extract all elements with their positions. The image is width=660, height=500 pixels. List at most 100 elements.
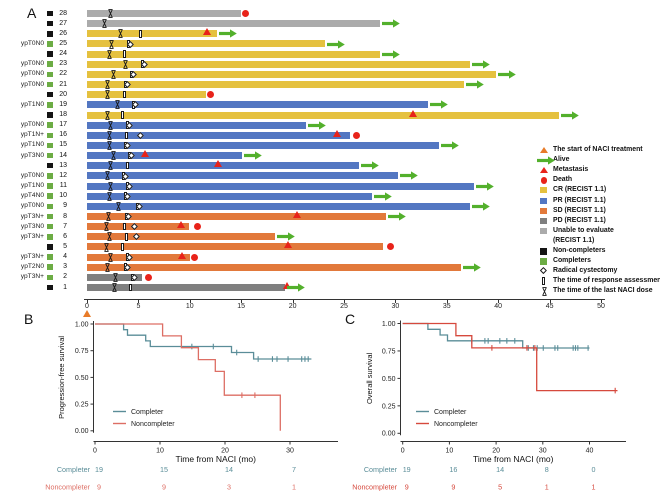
metastasis-icon (293, 211, 302, 218)
os-km-plot: 1.00 0.75 0.50 0.25 0.00 0 10 20 30 40 Time from N… (336, 312, 660, 500)
patient-number: 17 (59, 121, 67, 129)
death-icon (386, 243, 394, 251)
patient-stage-label: ypT0N0 (20, 202, 44, 210)
risk-count: 14 (225, 465, 233, 474)
last-dose-icon (106, 212, 111, 221)
metastasis-icon (202, 28, 211, 36)
axis-tick-label: 45 (545, 302, 554, 310)
patient-stage-label: ypT4N0 (20, 192, 44, 200)
y-tick-label: 0.50 (75, 375, 89, 382)
pfs-km-plot: 1.00 0.75 0.50 0.25 0.00 0 10 20 30 Time from NAC… (20, 312, 350, 500)
legend-label: CR (RECIST 1.1) (553, 186, 607, 194)
legend-label: PD (RECIST 1.1) (553, 216, 606, 224)
metastasis-icon (283, 282, 291, 290)
treatment-bar (87, 233, 276, 241)
response-assessment-icon (139, 30, 142, 38)
patient-stage-label: ypT3N0 (20, 222, 44, 230)
y-axis-title: Progression-free survival (57, 336, 66, 419)
patient-number: 25 (59, 39, 67, 47)
death-icon (206, 91, 214, 99)
alive-arrow-icon (472, 202, 491, 211)
last-dose-icon (105, 262, 110, 272)
treatment-bar (87, 111, 559, 119)
pfs-km-svg: 1.00 0.75 0.50 0.25 0.00 0 10 20 30 Time from NAC… (45, 321, 338, 492)
axis-tick-label: 35 (442, 302, 451, 310)
last-dose-icon (108, 120, 113, 130)
patient-stage-label: ypT1N0 (20, 182, 44, 190)
cr-square-icon (540, 187, 547, 194)
patient-stage-label: ypT3N+ (20, 232, 44, 240)
axis-tick (344, 300, 345, 303)
legend-label: Completer (434, 409, 467, 416)
patient-stage-label: ypT3N+ (20, 273, 44, 281)
treatment-bar (87, 253, 190, 261)
axis-tick (446, 300, 448, 303)
patient-number: 8 (63, 212, 67, 220)
metastasis-icon (141, 150, 150, 158)
last-dose-icon (105, 110, 110, 120)
patient-number: 3 (63, 263, 67, 271)
completer-square-icon (47, 132, 53, 138)
noncompleter-square-icon (47, 91, 53, 98)
treatment-bar (87, 213, 387, 220)
patient-stage-label: ypT3N0 (20, 151, 44, 159)
risk-count: 9 (405, 483, 409, 492)
patient-number: 16 (59, 131, 67, 139)
axis-tick (292, 300, 294, 303)
patient-number: 1 (63, 283, 67, 291)
death-icon (241, 10, 249, 17)
last-dose-icon (107, 141, 112, 150)
alive-arrow-icon (326, 39, 345, 49)
completer-square-icon (47, 61, 53, 67)
death-icon (191, 253, 199, 261)
treatment-bar (87, 243, 384, 251)
axis-tick-label: 0 (85, 302, 89, 310)
risk-count: 19 (95, 465, 103, 474)
axis-tick-label: 50 (597, 302, 605, 310)
last-dose-icon (112, 283, 118, 292)
naci-start-icon (540, 146, 548, 153)
patient-number: 15 (59, 141, 67, 149)
treatment-bar (87, 192, 372, 200)
patient-number: 26 (59, 29, 67, 37)
metastasis-icon (540, 166, 548, 173)
axis-tick-label: 30 (391, 302, 400, 310)
last-dose-icon (115, 100, 121, 110)
completer-square-icon (47, 203, 53, 210)
patient-number: 18 (59, 111, 67, 118)
patient-number: 22 (59, 70, 67, 78)
noncompleter-square-icon (47, 112, 53, 118)
patient-number: 9 (63, 202, 67, 210)
risk-count: 9 (162, 483, 166, 492)
axis-tick (138, 300, 140, 303)
metastasis-icon (409, 109, 418, 117)
axis-tick (189, 300, 191, 303)
completer-square-icon (47, 213, 53, 220)
completer-square-icon (47, 102, 53, 108)
metastasis-icon (284, 241, 292, 249)
patient-stage-label: ypT1N0 (20, 100, 44, 108)
pr-square-icon (540, 197, 547, 204)
alive-arrow-icon (430, 100, 449, 109)
last-dose-icon (107, 191, 112, 201)
risk-row-label: Noncompleter (352, 483, 397, 492)
treatment-bar (87, 101, 429, 109)
alive-arrow-icon (388, 212, 406, 221)
treatment-bar (87, 223, 189, 231)
noncompleter-square-icon (47, 244, 53, 250)
response-assessment-icon (122, 222, 126, 231)
response-assessment-icon (124, 131, 128, 139)
unable-square-icon (540, 227, 547, 234)
x-axis-title: Time from NACI (mo) (473, 454, 554, 464)
treatment-bar (87, 182, 474, 190)
last-dose-icon (104, 242, 109, 252)
treatment-bar (87, 263, 462, 271)
y-tick-label: 1.00 (382, 321, 396, 328)
axis-tick (395, 300, 397, 303)
noncompleter-square-icon (47, 162, 53, 169)
patient-number: 27 (59, 19, 67, 27)
completer-square-icon (47, 41, 53, 47)
axis-tick-label: 10 (185, 302, 194, 310)
y-tick-label: 0.25 (382, 403, 396, 410)
